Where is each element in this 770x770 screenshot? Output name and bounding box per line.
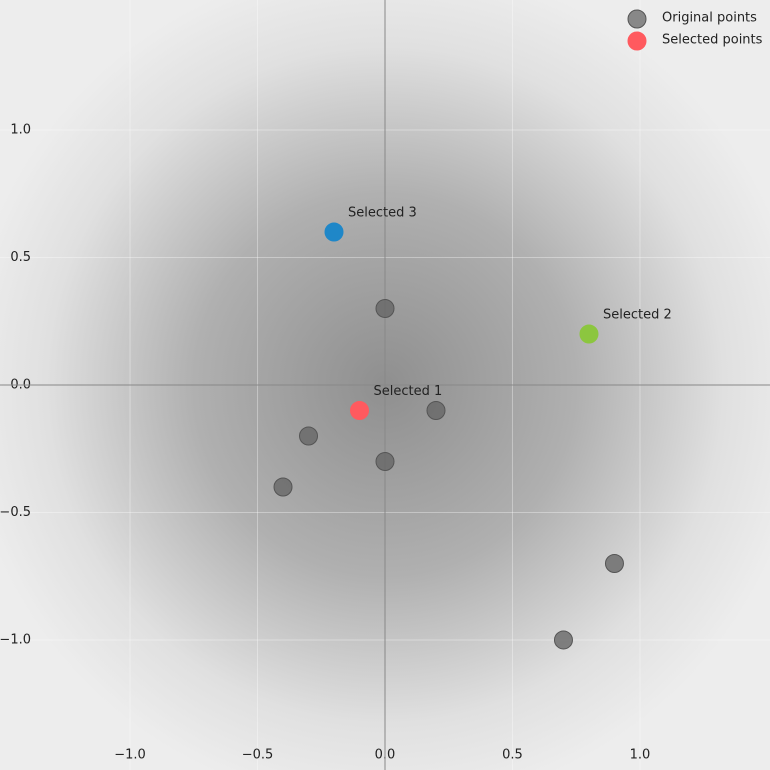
- point: [426, 400, 446, 420]
- legend-marker: [627, 31, 647, 51]
- y-tick-label: −1.0: [0, 632, 31, 647]
- y-tick-label: 0.5: [10, 250, 31, 265]
- point: [553, 630, 573, 650]
- x-tick-label: 0.5: [502, 748, 523, 763]
- point: [299, 426, 319, 446]
- x-tick-label: 1.0: [630, 748, 651, 763]
- legend-label: Original points: [662, 11, 757, 26]
- point: [375, 451, 395, 471]
- point: [579, 324, 599, 344]
- x-tick-label: −0.5: [242, 748, 274, 763]
- y-tick-label: 1.0: [10, 123, 31, 138]
- point-label: Selected 2: [603, 308, 672, 323]
- point: [324, 222, 344, 242]
- point: [350, 400, 370, 420]
- point-label: Selected 3: [348, 206, 417, 221]
- legend-label: Selected points: [662, 33, 763, 48]
- point: [604, 553, 624, 573]
- point-label: Selected 1: [374, 384, 443, 399]
- point: [375, 299, 395, 319]
- y-tick-label: −0.5: [0, 505, 31, 520]
- x-tick-label: −1.0: [114, 748, 146, 763]
- point: [273, 477, 293, 497]
- legend-marker: [627, 9, 647, 29]
